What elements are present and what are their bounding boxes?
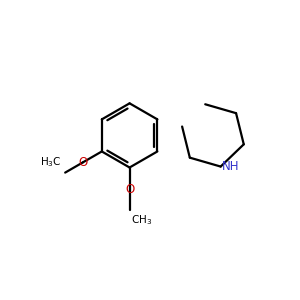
Text: O: O <box>125 183 134 196</box>
Text: H$_3$C: H$_3$C <box>40 155 62 169</box>
Text: O: O <box>78 156 88 169</box>
Text: NH: NH <box>222 160 240 173</box>
Text: CH$_3$: CH$_3$ <box>131 213 152 227</box>
